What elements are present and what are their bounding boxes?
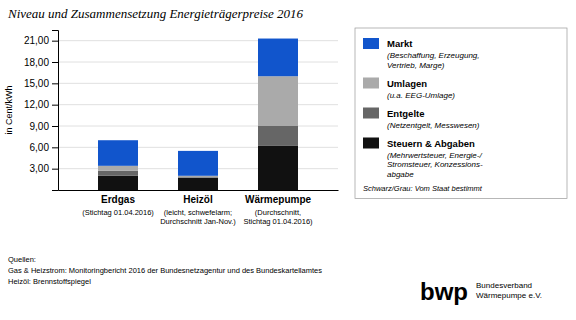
x-tick-label: Heizöl (183, 194, 213, 205)
bar-segment (178, 177, 218, 179)
bar-segment (178, 151, 218, 176)
bar-segment (258, 76, 298, 126)
bar-segment (98, 176, 138, 190)
y-axis-title: in Cent/kWh (4, 85, 14, 134)
bars (98, 39, 298, 190)
text-line: Vertrieb, Marge) (387, 61, 445, 70)
text-line: (u.a. EEG-Umlage) (387, 91, 455, 100)
text-line: Wärmepumpe e.V. (476, 291, 542, 300)
y-tick-mark (52, 169, 58, 170)
x-tick: Heizöl (183, 194, 213, 205)
bar-series (98, 126, 298, 178)
text-line: abgabe (387, 170, 414, 179)
text-line: (Netzentgelt, Messwesen) (387, 121, 480, 130)
y-tick-mark (52, 62, 58, 63)
x-axis: Erdgas Heizöl Wärmepumpe (59, 191, 339, 206)
legend-note: Schwarz/Grau: Vom Staat bestimmt (363, 184, 483, 193)
y-tick: 9,00 (30, 121, 58, 132)
legend-label: Entgelte (387, 108, 424, 119)
y-axis: 3,00 6,00 9,00 12,00 15,00 18,00 21,00 (24, 31, 59, 191)
legend-sub: (Beschaffung, Erzeugung,Vertrieb, Marge) (387, 51, 480, 70)
y-axis-line (52, 31, 59, 191)
text-line: Stichtag 01.04.2016) (243, 217, 313, 226)
bar-segment (178, 176, 218, 177)
y-tick-label: 9,00 (30, 121, 50, 132)
legend-swatch (363, 108, 379, 119)
x-axis-line (59, 190, 339, 191)
y-tick: 15,00 (24, 78, 58, 89)
logo-text: BundesverbandWärmepumpe e.V. (476, 281, 542, 300)
legend-item: Umlagen (u.a. EEG-Umlage) (363, 78, 455, 100)
category-note: (Stichtag 01.04.2016) (82, 208, 154, 217)
legend-sub: (u.a. EEG-Umlage) (387, 91, 455, 100)
text-line: Stromsteuer, Konzessions- (387, 160, 483, 169)
bar-segment (98, 171, 138, 176)
legend-label: Markt (387, 38, 413, 49)
source-note: Quellen: (8, 255, 36, 264)
text-line: Gas & Heizstrom: Monitoringbericht 2016 … (8, 266, 322, 275)
text-line: (Stichtag 01.04.2016) (82, 208, 154, 217)
bar-segment (178, 178, 218, 190)
x-tick-label: Wärmepumpe (245, 194, 312, 205)
y-tick-mark (52, 41, 58, 42)
bar-segment (98, 140, 138, 166)
y-tick-label: 15,00 (24, 78, 49, 89)
bar-segment (258, 146, 298, 190)
plot-area: 3,00 6,00 9,00 12,00 15,00 18,00 21,00 Erdgas He… (24, 31, 339, 206)
text-line: (Mehrwertsteuer, Energie-/ (387, 151, 482, 160)
legend-sub: (Mehrwertsteuer, Energie-/Stromsteuer, K… (387, 151, 483, 179)
legend-label: Umlagen (387, 78, 427, 89)
text-line: (leicht, schwefelarm; (164, 208, 232, 217)
y-tick-label: 21,00 (24, 35, 49, 46)
x-tick-label: Erdgas (101, 194, 135, 205)
bar-segment (98, 166, 138, 171)
legend-label: Steuern & Abgaben (387, 138, 475, 149)
y-tick: 6,00 (30, 142, 58, 153)
legend-swatch (363, 38, 379, 49)
y-tick: 18,00 (24, 57, 58, 68)
y-tick-mark (52, 147, 58, 148)
y-tick-label: 18,00 (24, 57, 49, 68)
legend-item: Steuern & Abgaben (Mehrwertsteuer, Energi… (363, 138, 483, 179)
legend-swatch (363, 138, 379, 149)
title: Niveau und Zusammensetzung Energieträger… (7, 6, 304, 21)
text-line: (Durchschnitt, (255, 208, 301, 217)
y-tick-mark (52, 83, 58, 84)
legend: Markt (Beschaffung, Erzeugung,Vertrieb, M… (355, 28, 567, 199)
text-line: Durchschnitt Jan-Nov.) (160, 217, 236, 226)
category-note: (Durchschnitt,Stichtag 01.04.2016) (243, 208, 313, 226)
text-line: Quellen: (8, 255, 36, 264)
category-note: (leicht, schwefelarm;Durchschnitt Jan-No… (160, 208, 236, 226)
text-line: (Beschaffung, Erzeugung, (387, 51, 480, 60)
legend-item: Markt (Beschaffung, Erzeugung,Vertrieb, M… (363, 38, 480, 70)
legend-box (355, 28, 567, 199)
y-tick: 21,00 (24, 35, 58, 46)
x-tick: Erdgas (101, 194, 135, 205)
y-tick-label: 6,00 (30, 142, 50, 153)
y-tick-label: 12,00 (24, 99, 49, 110)
x-tick: Wärmepumpe (245, 194, 312, 205)
bar-series (98, 39, 298, 176)
bar-segment (258, 126, 298, 146)
y-tick-mark (52, 126, 58, 127)
text-line: Bundesverband (476, 281, 532, 290)
bar-series (98, 76, 298, 177)
legend-sub: (Netzentgelt, Messwesen) (387, 121, 480, 130)
text-line: Heizöl: Brennstoffspiegel (8, 277, 91, 286)
logo: bwp (420, 278, 468, 305)
legend-swatch (363, 78, 379, 89)
legend-item: Entgelte (Netzentgelt, Messwesen) (363, 108, 480, 130)
source-note: Heizöl: Brennstoffspiegel (8, 277, 91, 286)
y-tick: 3,00 (30, 163, 58, 174)
y-tick-mark (52, 105, 58, 106)
y-tick-label: 3,00 (30, 163, 50, 174)
chart: Niveau und Zusammensetzung Energieträger… (0, 0, 576, 320)
text-line: Schwarz/Grau: Vom Staat bestimmt (363, 184, 483, 193)
source-note: Gas & Heizstrom: Monitoringbericht 2016 … (8, 266, 322, 275)
y-tick: 12,00 (24, 99, 58, 110)
bar-segment (258, 39, 298, 77)
